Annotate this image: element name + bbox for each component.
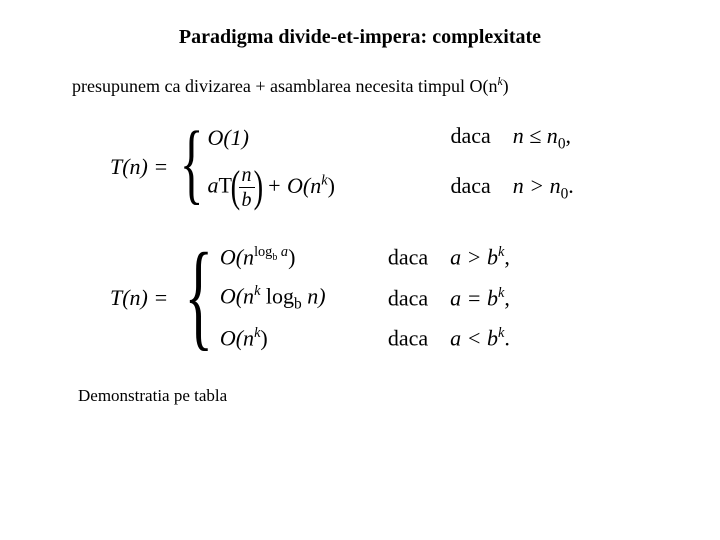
- footnote-text: Demonstratia pe tabla: [78, 386, 670, 406]
- eq1-cases: O(1) daca n ≤ n0, aT ( n b: [207, 123, 573, 210]
- bullet-line: presupunem ca divizarea + asamblarea nec…: [50, 75, 670, 97]
- eq2-case1-cond: daca a > bk,: [388, 244, 510, 270]
- eq1-case1-expr: O(1): [207, 125, 442, 151]
- eq2-lhs: T(n) =: [110, 285, 168, 311]
- eq2-case2-cond: daca a = bk,: [388, 285, 510, 311]
- brace-icon: {: [180, 137, 204, 191]
- eq2-case1-expr: O(nlogb a): [220, 244, 380, 270]
- equation-recurrence: T(n) = { O(1) daca n ≤ n0, aT ( n: [110, 123, 670, 210]
- eq2-case3-cond: daca a < bk.: [388, 325, 510, 351]
- slide-title: Paradigma divide-et-impera: complexitate: [50, 26, 670, 49]
- equation-master-theorem: T(n) = { O(nlogb a) daca a > bk, O(nk lo…: [110, 244, 670, 351]
- bullet-text: presupunem ca divizarea + asamblarea nec…: [72, 75, 509, 97]
- eq2-case2-expr: O(nk logb n): [220, 283, 380, 314]
- eq1-case1-cond: daca n ≤ n0,: [450, 123, 571, 153]
- eq1-lhs: T(n) =: [110, 154, 168, 180]
- brace-icon: {: [185, 262, 214, 328]
- eq1-case2-cond: daca n > n0.: [450, 173, 573, 203]
- eq1-case2-expr: aT ( n b ) + O(nk): [207, 165, 442, 210]
- eq2-case3-expr: O(nk): [220, 325, 380, 351]
- eq2-cases: O(nlogb a) daca a > bk, O(nk logb n) dac…: [220, 244, 510, 351]
